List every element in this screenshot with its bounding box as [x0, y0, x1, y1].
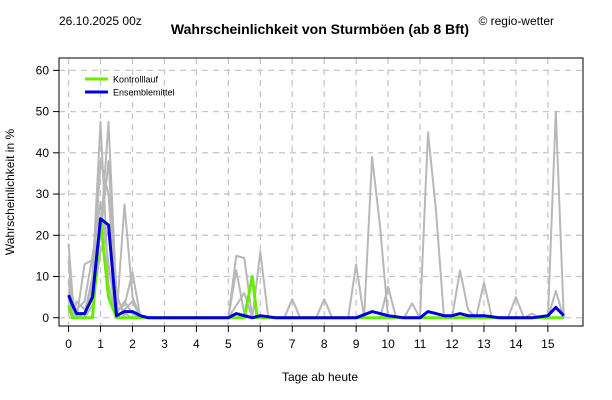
y-tick-label: 20 — [36, 228, 50, 242]
x-tick-label: 10 — [381, 337, 395, 351]
x-axis-label: Tage ab heute — [282, 370, 358, 384]
brand-label: © regio-wetter — [478, 14, 554, 28]
x-tick-label: 7 — [289, 337, 296, 351]
x-tick-label: 12 — [445, 337, 459, 351]
x-tick-label: 1 — [97, 337, 104, 351]
x-tick-label: 5 — [225, 337, 232, 351]
ensemble-mean-line — [67, 217, 565, 320]
x-tick-label: 15 — [541, 337, 555, 351]
y-tick-label: 60 — [36, 63, 50, 77]
plot-frame — [58, 57, 584, 327]
legend-label: Ensemblemittel — [113, 88, 175, 98]
ensemble-member-line — [444, 269, 500, 319]
x-tick-label: 3 — [161, 337, 168, 351]
x-tick-label: 13 — [477, 337, 491, 351]
x-tick-label: 14 — [509, 337, 523, 351]
x-tick-label: 0 — [65, 337, 72, 351]
x-tick-label: 2 — [129, 337, 136, 351]
y-tick-label: 40 — [36, 146, 50, 160]
ensemble-member-line — [356, 156, 405, 319]
y-axis-label: Wahrscheinlichkeit in % — [3, 129, 17, 256]
x-tick-label: 9 — [353, 337, 360, 351]
x-tick-label: 11 — [414, 337, 427, 351]
x-tick-label: 8 — [321, 337, 328, 351]
y-tick-label: 0 — [42, 311, 49, 325]
run-date: 26.10.2025 00z — [59, 14, 142, 28]
legend-label: Kontrolllauf — [113, 75, 159, 85]
x-tick-label: 6 — [257, 337, 264, 351]
y-tick-label: 50 — [36, 105, 50, 119]
ensemble-member-line — [539, 110, 565, 319]
ensemble-member-line — [396, 131, 452, 319]
y-tick-label: 10 — [36, 270, 50, 284]
chart-title: Wahrscheinlichkeit von Sturmböen (ab 8 B… — [170, 21, 470, 37]
y-tick-label: 30 — [36, 187, 50, 201]
x-tick-label: 4 — [193, 337, 200, 351]
ensemble-member-line — [499, 296, 548, 319]
